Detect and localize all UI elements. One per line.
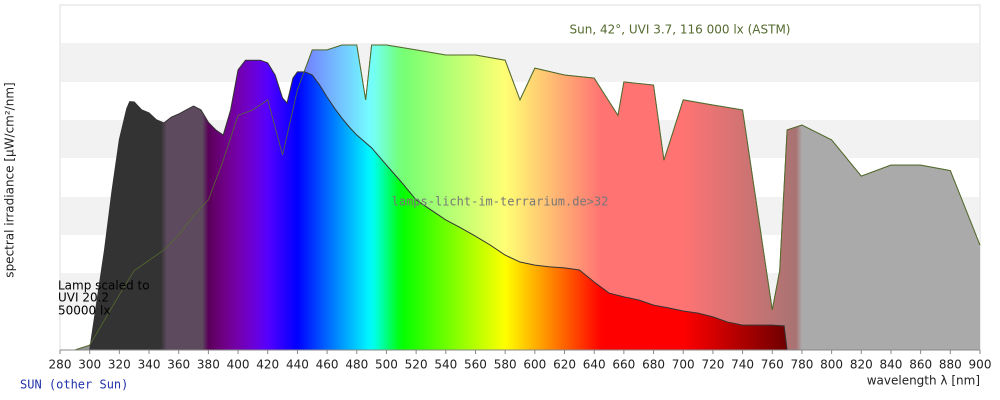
- x-tick-label: 660: [612, 358, 635, 372]
- x-tick-label: 460: [316, 358, 339, 372]
- x-tick-label: 320: [108, 358, 131, 372]
- x-tick-label: 740: [731, 358, 754, 372]
- x-tick-label: 480: [345, 358, 368, 372]
- chart-title: Sun, 42°, UVI 3.7, 116 000 lx (ASTM): [570, 23, 791, 37]
- x-tick-label: 620: [553, 358, 576, 372]
- x-tick-label: 280: [49, 358, 72, 372]
- x-tick-label: 900: [969, 358, 992, 372]
- x-tick-label: 500: [375, 358, 398, 372]
- x-tick-label: 700: [672, 358, 695, 372]
- x-tick-label: 440: [286, 358, 309, 372]
- x-tick-label: 380: [197, 358, 220, 372]
- x-tick-label: 820: [850, 358, 873, 372]
- x-tick-label: 780: [790, 358, 813, 372]
- x-tick-label: 340: [138, 358, 161, 372]
- annotation: 50000 lx: [58, 304, 110, 318]
- watermark: lamps-licht-im-terrarium.de>32: [392, 195, 609, 209]
- annotation: Lamp scaled to: [58, 279, 150, 293]
- x-tick-label: 520: [405, 358, 428, 372]
- x-tick-label: 600: [523, 358, 546, 372]
- sun-line: [74, 44, 981, 351]
- x-tick-label: 360: [167, 358, 190, 372]
- footer: SUN (other Sun): [20, 378, 128, 392]
- x-tick-label: 860: [909, 358, 932, 372]
- x-tick-label: 760: [761, 358, 784, 372]
- x-tick-label: 720: [701, 358, 724, 372]
- x-tick-label: 640: [583, 358, 606, 372]
- x-tick-label: 560: [464, 358, 487, 372]
- lamp-line: [89, 59, 788, 351]
- x-tick-label: 400: [227, 358, 250, 372]
- y-axis-label: spectral irradiance [µW/cm²/nm]: [3, 82, 17, 277]
- x-tick-label: 300: [78, 358, 101, 372]
- x-tick-label: 680: [642, 358, 665, 372]
- lamp-area: [89, 60, 788, 350]
- x-tick-label: 840: [880, 358, 903, 372]
- annotation: UVI 20.2: [58, 291, 109, 305]
- x-tick-label: 580: [494, 358, 517, 372]
- x-tick-label: 880: [939, 358, 962, 372]
- x-axis-label: wavelength λ [nm]: [867, 374, 980, 388]
- x-tick-label: 800: [820, 358, 843, 372]
- x-tick-label: 420: [256, 358, 279, 372]
- x-tick-label: 540: [434, 358, 457, 372]
